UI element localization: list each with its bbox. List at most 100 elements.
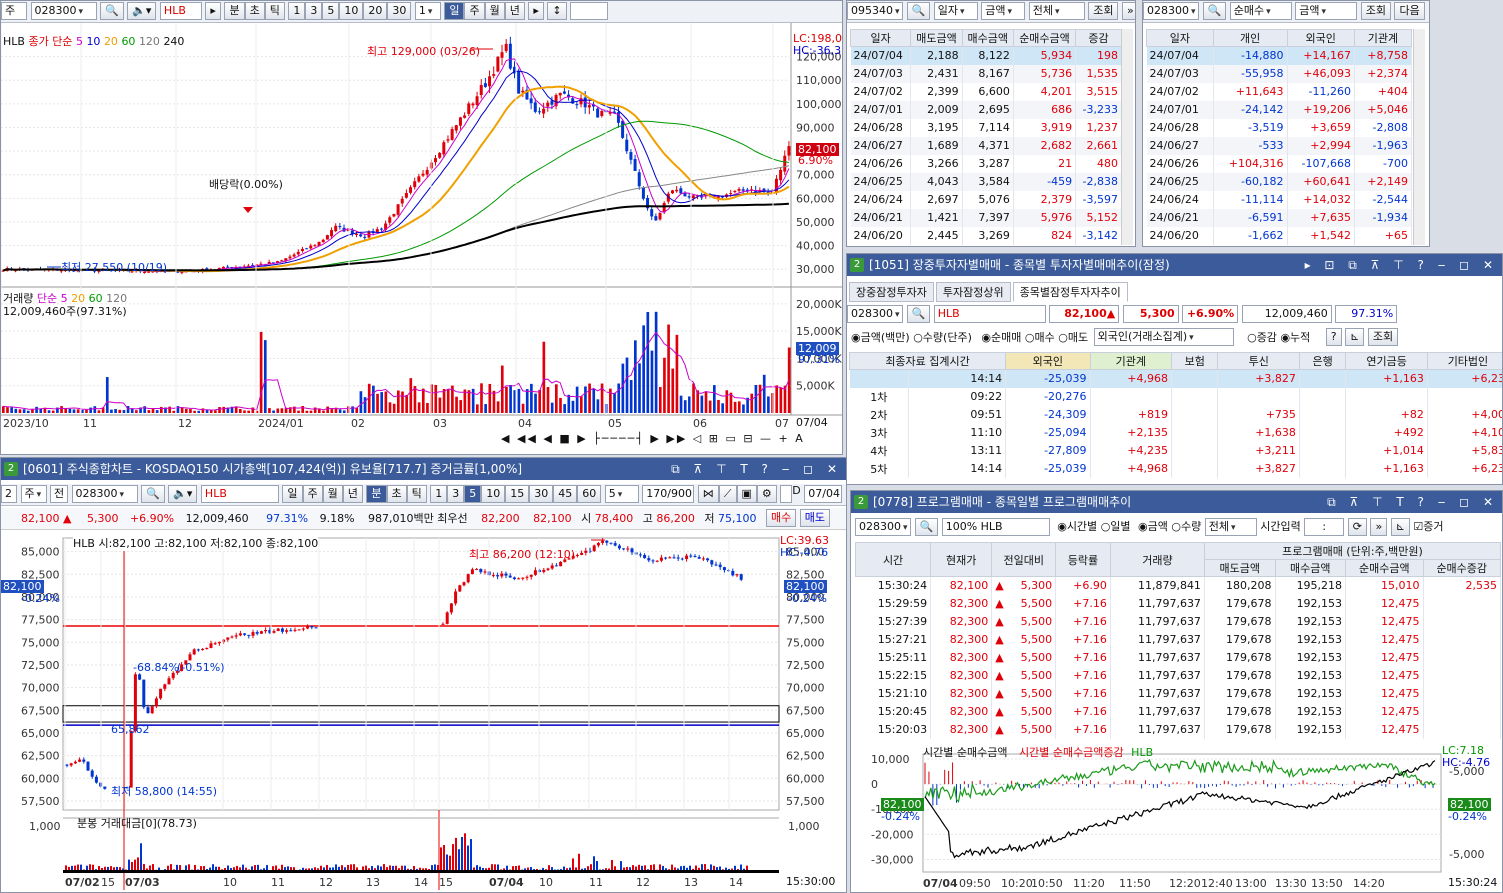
tab-month[interactable]: 월 — [322, 485, 343, 503]
time-input[interactable]: : — [1304, 518, 1345, 536]
netbuy-row[interactable]: 24/07/01 -24,142 +19,206 +5,046 — [1146, 100, 1413, 119]
netbuy-code[interactable]: 028300 — [1143, 2, 1199, 20]
netbuy-header-1[interactable]: 개인 — [1212, 29, 1288, 47]
investor-row[interactable]: 24/07/04 2,188 8,122 5,934 198 — [850, 46, 1122, 65]
unit-10[interactable]: 10 — [339, 2, 364, 20]
program-header-6[interactable]: 매수금액 — [1274, 559, 1347, 577]
program-header-4[interactable]: 거래량 — [1109, 542, 1205, 577]
tab-45[interactable]: 45 — [553, 485, 578, 503]
netbuy-row[interactable]: 24/06/20 -1,662 +1,542 +65 — [1146, 226, 1413, 245]
investor-combo-2[interactable]: 금액 — [981, 2, 1026, 20]
date-input[interactable]: 07/04 — [804, 485, 843, 503]
sell-button[interactable]: 매도 — [799, 509, 831, 527]
speaker-icon[interactable]: 🔈▾ — [127, 2, 157, 20]
intraday-header-3[interactable]: 보험 — [1170, 352, 1219, 370]
intraday-header-6[interactable]: 연기금등 — [1345, 352, 1428, 370]
netbuy-row[interactable]: 24/06/24 -11,114 +14,032 -2,544 — [1146, 190, 1413, 209]
investor-row[interactable]: 24/06/27 1,689 4,371 2,682 2,661 — [850, 136, 1122, 155]
intraday-header-0[interactable]: 최종자료 집계시간 — [848, 352, 1007, 370]
market-select-2[interactable]: 주 — [20, 485, 47, 503]
search-icon-5[interactable]: 🔍 — [906, 305, 931, 323]
date-checkbox[interactable] — [780, 485, 793, 503]
radio-daily[interactable]: ○일별 — [1100, 520, 1131, 533]
investor-row[interactable]: 24/06/28 3,195 7,114 3,919 1,237 — [850, 118, 1122, 137]
program-row[interactable]: 15:20:03 82,300 ▲ 5,500 +7.16 11,797,637 179,6… — [855, 720, 1501, 739]
intraday-row[interactable]: 1차 09:22 -20,276 — [849, 387, 1502, 406]
netbuy-row[interactable]: 24/07/03 -55,958 +46,093 +2,374 — [1146, 64, 1413, 83]
all-select[interactable]: 전 — [50, 485, 68, 503]
netbuy-header-3[interactable]: 기관계 — [1353, 29, 1413, 47]
netbuy-row[interactable]: 24/06/28 -3,519 +3,659 -2,808 — [1146, 118, 1413, 137]
radio-change[interactable]: ○증감 — [1247, 331, 1277, 344]
tab-15[interactable]: 15 — [505, 485, 530, 503]
investor-row[interactable]: 24/06/26 3,266 3,287 21 480 — [850, 154, 1122, 173]
stock-name-2[interactable]: HLB — [200, 485, 279, 503]
investor-combo-1[interactable]: 일자 — [933, 2, 978, 20]
program-row[interactable]: 15:25:11 82,300 ▲ 5,500 +7.16 11,797,637 179,6… — [855, 648, 1501, 667]
program-row[interactable]: 15:21:10 82,300 ▲ 5,500 +7.16 11,797,637 179,6… — [855, 684, 1501, 703]
next-icon[interactable]: ▸ — [528, 2, 544, 20]
program-header-5[interactable]: 매도금액 — [1203, 559, 1276, 577]
window-buttons-3[interactable]: ⧉ ⊼ ⊤ T ? ‒ ◻ ✕ — [1327, 495, 1498, 509]
next-icon-2[interactable]: » — [1370, 518, 1388, 536]
program-row[interactable]: 15:30:24 82,100 ▲ 5,300 +6.90 11,879,841 180,2… — [855, 576, 1501, 595]
program-row[interactable]: 15:20:45 82,300 ▲ 5,500 +7.16 11,797,637 179,6… — [855, 702, 1501, 721]
investor-header-2[interactable]: 매수금액 — [961, 29, 1014, 47]
program-code[interactable]: 028300 — [855, 518, 911, 536]
radio-sell[interactable]: ○매도 — [1058, 331, 1089, 344]
tab-second[interactable]: 초 — [386, 485, 407, 503]
unit-second[interactable]: 초 — [244, 2, 265, 20]
intraday-header-7[interactable]: 기타법인 — [1426, 352, 1502, 370]
daily-nav-buttons[interactable]: ◀ ◀◀ ◀ ■ ▶ ├────┤ ▶ ▶▶ ◁ ⊞ ▭ ⊟ — + A — [501, 432, 805, 445]
intraday-combo[interactable]: 외국인(거래소집계) — [1093, 328, 1234, 346]
window-buttons-2[interactable]: ▸ ⊡ ⧉ ⊼ ⊤ ? ‒ ◻ ✕ — [1304, 258, 1498, 272]
refresh-icon[interactable]: ⟳ — [1347, 518, 1367, 536]
program-header-7[interactable]: 순매수금액 — [1345, 559, 1424, 577]
unit-5[interactable]: 5 — [322, 2, 340, 20]
tab-day[interactable]: 일 — [282, 485, 303, 503]
program-header-0[interactable]: 시간 — [854, 542, 932, 577]
investor-row[interactable]: 24/07/02 2,399 6,600 4,201 3,515 — [850, 82, 1122, 101]
intraday-row[interactable]: 14:14 -25,039 +4,968 +3,827 +1,163 +6,23 — [849, 369, 1502, 388]
chart-icon[interactable]: ⟋ — [718, 485, 737, 503]
investor-row[interactable]: 24/06/20 2,445 3,269 824 -3,142 — [850, 226, 1122, 245]
tab-top[interactable]: 투자잠정상위 — [935, 282, 1011, 302]
radio-cumulative[interactable]: ◉누적 — [1280, 331, 1311, 344]
investor-header-0[interactable]: 일자 — [849, 29, 912, 47]
tab-intraday-investor[interactable]: 장중잠정투자자 — [849, 282, 934, 302]
investor-header-3[interactable]: 순매수금액 — [1012, 29, 1077, 47]
window-buttons[interactable]: ⧉ ⊼ ⊤ T ? ‒ ◻ ✕ — [671, 462, 842, 476]
prev-icon[interactable]: ▸ — [205, 2, 221, 20]
investor-row[interactable]: 24/06/24 2,697 5,076 2,379 -3,597 — [850, 190, 1122, 209]
netbuy-query-button[interactable]: 조회 — [1360, 2, 1391, 20]
tab-10[interactable]: 10 — [481, 485, 506, 503]
intraday-header-1[interactable]: 외국인 — [1005, 352, 1091, 370]
unit-value[interactable]: 1 — [414, 2, 441, 20]
margin-checkbox[interactable]: ☑증거 — [1413, 520, 1444, 533]
investor-header-4[interactable]: 증감 — [1075, 29, 1122, 47]
speaker-icon-2[interactable]: 🔈▾ — [168, 485, 198, 503]
interval-select[interactable]: 5 — [604, 485, 639, 503]
intraday-row[interactable]: 3차 11:10 -25,094 +2,135 +1,638 +492 +4,10 — [849, 423, 1502, 442]
tool-icon[interactable]: ⋈ — [697, 485, 719, 503]
intraday-header-2[interactable]: 기관계 — [1089, 352, 1172, 370]
code-input-2[interactable]: 028300 — [71, 485, 138, 503]
market-select[interactable]: 주 — [1, 2, 27, 20]
chart-icon-3[interactable]: ⊾ — [1390, 518, 1410, 536]
search-icon-3[interactable]: 🔍 — [906, 2, 931, 20]
radio-quantity[interactable]: ○수량(단주) — [913, 331, 972, 344]
intraday-query-button[interactable]: 조회 — [1367, 328, 1399, 346]
program-row[interactable]: 15:22:15 82,300 ▲ 5,500 +7.16 11,797,637 179,6… — [855, 666, 1501, 685]
netbuy-row[interactable]: 24/07/02 +11,643 -11,260 +404 — [1146, 82, 1413, 101]
intraday-header-4[interactable]: 투신 — [1217, 352, 1300, 370]
program-row[interactable]: 15:29:59 82,300 ▲ 5,500 +7.16 11,797,637 179,6… — [855, 594, 1501, 613]
save-icon[interactable]: ▣ — [736, 485, 757, 503]
investor-header-1[interactable]: 매도금액 — [910, 29, 963, 47]
updown-icon[interactable]: ↕ — [547, 2, 567, 20]
tab-year[interactable]: 년 — [342, 485, 363, 503]
chart-icon-2[interactable]: ⊾ — [1345, 328, 1365, 346]
program-name[interactable]: 100% HLB — [941, 518, 1050, 536]
investor-query-button[interactable]: 조회 — [1088, 2, 1119, 20]
netbuy-next-button[interactable]: 다음 — [1394, 2, 1425, 20]
intraday-name[interactable]: HLB — [933, 305, 1046, 323]
